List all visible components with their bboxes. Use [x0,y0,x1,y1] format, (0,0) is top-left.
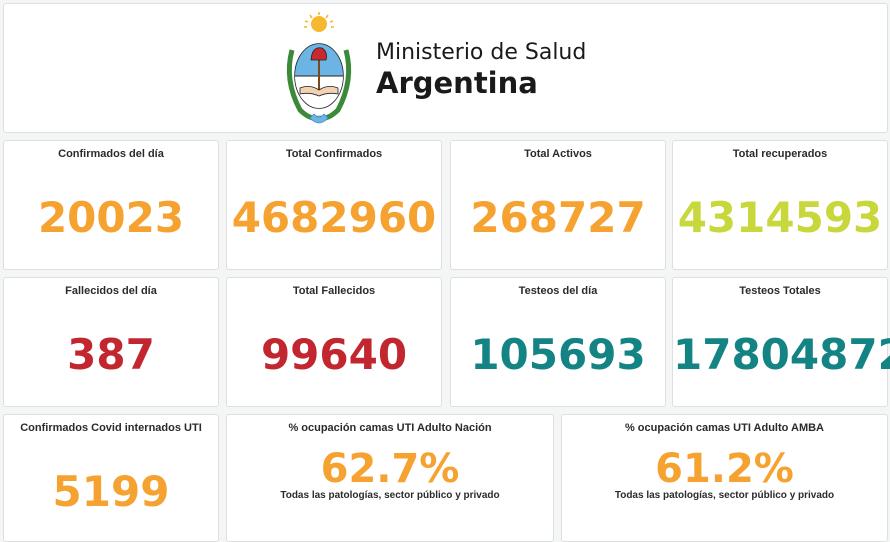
country-name: Argentina [376,66,538,100]
stat-card-testeos-totales: Testeos Totales 17804872 [672,277,890,407]
stat-value: 268727 [470,193,646,242]
stat-value: 387 [67,330,155,379]
stat-label: Total Activos [524,148,592,160]
stat-value: 17804872 [673,330,890,379]
stat-value: 4314593 [677,193,883,242]
stat-label: Fallecidos del día [65,285,157,297]
argentina-coat-of-arms-icon [286,12,352,124]
stat-card-total-fallecidos: Total Fallecidos 99640 [226,277,442,407]
ministry-logo-text: Ministerio de Salud Argentina [376,40,586,100]
stat-value: 61.2% [655,446,794,492]
stat-label: % ocupación camas UTI Adulto AMBA [624,422,825,434]
stat-value: 5199 [52,467,170,516]
stat-card-ocupacion-nacion: % ocupación camas UTI Adulto Nación 62.7… [226,414,554,542]
stat-label: Confirmados Covid internados UTI [20,422,202,434]
stat-card-total-recuperados: Total recuperados 4314593 [672,140,888,270]
stat-card-internados-uti: Confirmados Covid internados UTI 5199 [3,414,219,542]
stat-card-confirmados-dia: Confirmados del día 20023 [3,140,219,270]
stat-value: 105693 [470,330,646,379]
stat-card-ocupacion-amba: % ocupación camas UTI Adulto AMBA 61.2% … [561,414,888,542]
header-panel [3,3,888,133]
stat-card-testeos-dia: Testeos del día 105693 [450,277,666,407]
stat-card-total-confirmados: Total Confirmados 4682960 [226,140,442,270]
ministry-name: Ministerio de Salud [376,40,587,65]
stat-label: Total Confirmados [285,148,383,160]
stat-value: 4682960 [231,193,437,242]
stat-label: Testeos Totales [739,285,821,297]
stat-label: Confirmados del día [58,148,164,160]
stat-subtitle: Todas las patologías, sector público y p… [280,490,500,501]
stat-value: 99640 [260,330,408,379]
stat-label: Total Fallecidos [292,285,376,297]
stat-card-fallecidos-dia: Fallecidos del día 387 [3,277,219,407]
stat-value: 20023 [37,193,185,242]
stat-value: 62.7% [320,446,460,492]
stat-subtitle: Todas las patologías, sector público y p… [614,490,835,501]
stat-label: Testeos del día [518,285,598,297]
stat-label: % ocupación camas UTI Adulto Nación [288,422,492,434]
stat-label: Total recuperados [732,148,828,160]
stat-card-total-activos: Total Activos 268727 [450,140,666,270]
